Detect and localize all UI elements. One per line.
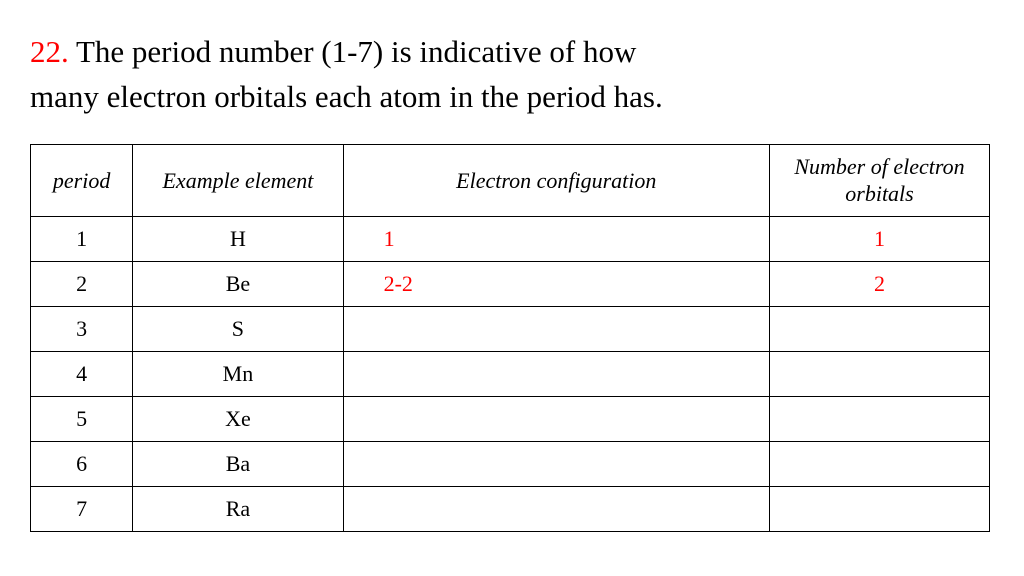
col-header-orbitals: Number of electron orbitals <box>770 144 990 216</box>
cell-orbitals <box>770 396 990 441</box>
cell-element: H <box>133 216 343 261</box>
cell-orbitals <box>770 306 990 351</box>
cell-config <box>343 441 769 486</box>
question-text-line1: The period number (1-7) is indicative of… <box>69 34 637 69</box>
table-header-row: period Example element Electron configur… <box>31 144 990 216</box>
cell-element: S <box>133 306 343 351</box>
question-heading: 22. The period number (1-7) is indicativ… <box>30 30 994 120</box>
table-row: 2 Be 2-2 2 <box>31 261 990 306</box>
col-header-config: Electron configuration <box>343 144 769 216</box>
cell-period: 5 <box>31 396 133 441</box>
table-row: 7 Ra <box>31 486 990 531</box>
cell-orbitals <box>770 486 990 531</box>
cell-period: 7 <box>31 486 133 531</box>
cell-period: 3 <box>31 306 133 351</box>
cell-element: Be <box>133 261 343 306</box>
cell-period: 2 <box>31 261 133 306</box>
table-row: 1 H 1 1 <box>31 216 990 261</box>
cell-period: 4 <box>31 351 133 396</box>
cell-orbitals <box>770 441 990 486</box>
cell-config <box>343 396 769 441</box>
cell-element: Ba <box>133 441 343 486</box>
cell-period: 1 <box>31 216 133 261</box>
cell-config <box>343 351 769 396</box>
cell-element: Ra <box>133 486 343 531</box>
table-row: 3 S <box>31 306 990 351</box>
question-text-line2: many electron orbitals each atom in the … <box>30 79 663 114</box>
cell-config: 2-2 <box>343 261 769 306</box>
cell-config <box>343 486 769 531</box>
cell-config: 1 <box>343 216 769 261</box>
table-row: 4 Mn <box>31 351 990 396</box>
question-number: 22. <box>30 34 69 69</box>
table-row: 6 Ba <box>31 441 990 486</box>
cell-orbitals: 1 <box>770 216 990 261</box>
cell-element: Xe <box>133 396 343 441</box>
col-header-period: period <box>31 144 133 216</box>
table-row: 5 Xe <box>31 396 990 441</box>
periodic-table-worksheet: period Example element Electron configur… <box>30 144 990 532</box>
cell-config <box>343 306 769 351</box>
cell-orbitals: 2 <box>770 261 990 306</box>
cell-element: Mn <box>133 351 343 396</box>
cell-period: 6 <box>31 441 133 486</box>
cell-orbitals <box>770 351 990 396</box>
col-header-element: Example element <box>133 144 343 216</box>
